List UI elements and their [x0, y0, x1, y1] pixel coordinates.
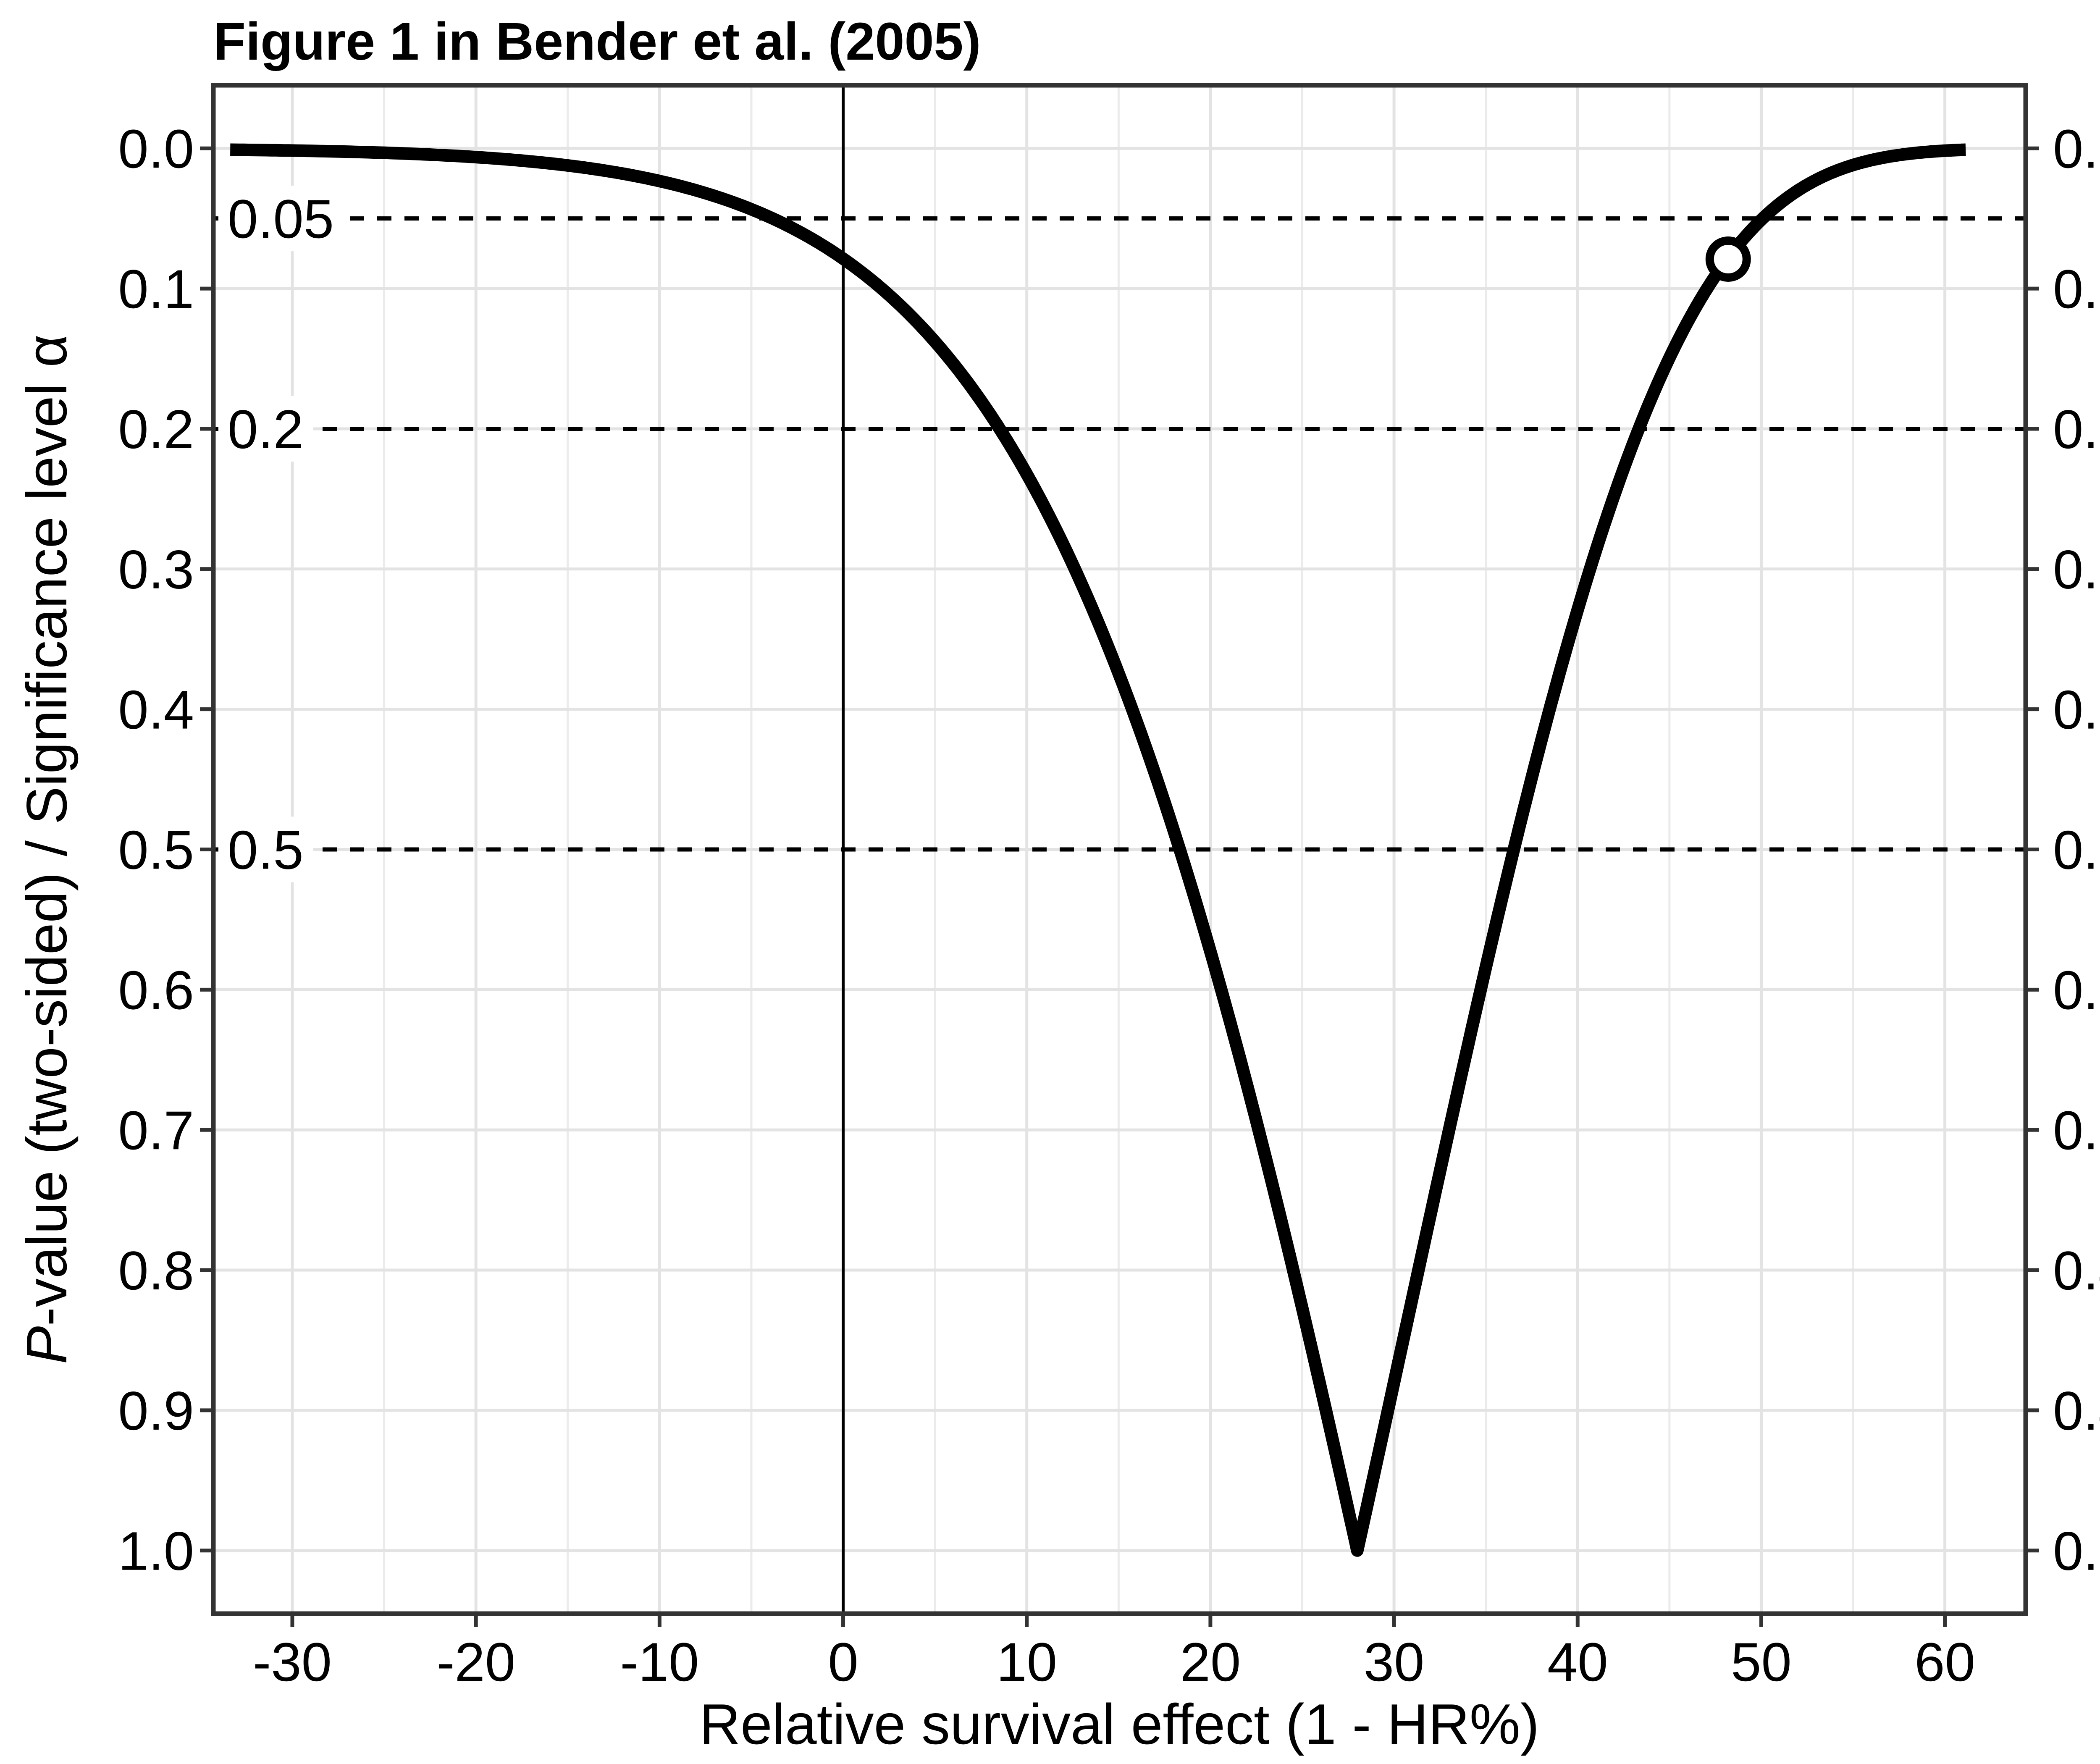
plot-panel: 0.05 0.2 0.5 -30 -20 -10 0 10 20 30 40 50 60 0.0 0.00 0…: [118, 83, 2100, 1693]
y-right-tick-label: 0.05: [2053, 258, 2100, 320]
y-right-tick-label: 0.45: [2053, 1380, 2100, 1441]
x-tick-label: 30: [1364, 1631, 1425, 1693]
significance-label-box: [218, 396, 313, 462]
x-tick-label: -30: [253, 1631, 332, 1693]
x-tick-label: 0: [828, 1631, 858, 1693]
x-tick-label: 10: [996, 1631, 1057, 1693]
y-left-tick-label: 0.4: [118, 679, 194, 740]
y-right-tick-label: 0.00: [2053, 118, 2100, 179]
significance-label-box: [218, 816, 313, 882]
significance-label-0.2: 0.2: [228, 399, 304, 460]
x-tick-label: -20: [436, 1631, 515, 1693]
y-left-tick-label: 0.7: [118, 1100, 194, 1161]
y-left-tick-label: 0.3: [118, 539, 194, 600]
counternull-marker: [1705, 236, 1751, 282]
y-left-title-italic: P: [15, 1326, 79, 1364]
y-right-tick-label: 0.25: [2053, 819, 2100, 881]
y-left-tick-label: 0.0: [118, 118, 194, 179]
y-right-tick-label: 0.20: [2053, 679, 2100, 740]
y-right-tick-label: 0.40: [2053, 1240, 2100, 1301]
panel-border: [211, 83, 2028, 1616]
x-tick-label: -10: [620, 1631, 699, 1693]
significance-label-box: [218, 186, 344, 252]
y-right-tick-label: 0.35: [2053, 1100, 2100, 1161]
plot-title: Figure 1 in Bender et al. (2005): [213, 12, 981, 71]
y-left-tick-label: 0.8: [118, 1240, 194, 1301]
y-left-tick-label: 0.6: [118, 959, 194, 1021]
y-left-tick-label: 0.5: [118, 819, 194, 881]
y-right-tick-label: 0.50: [2053, 1520, 2100, 1582]
x-axis-title: Relative survival effect (1 - HR%): [699, 1692, 1539, 1756]
y-right-tick-label: 0.30: [2053, 959, 2100, 1021]
x-tick-label: 40: [1547, 1631, 1608, 1693]
significance-label-0.5: 0.5: [228, 819, 304, 881]
y-right-tick-label: 0.15: [2053, 539, 2100, 600]
y-left-title-rest: -value (two-sided) / Significance level …: [15, 334, 79, 1326]
x-tick-label: 60: [1914, 1631, 1975, 1693]
x-tick-label: 50: [1731, 1631, 1792, 1693]
y-left-tick-label: 0.1: [118, 258, 194, 320]
y-left-tick-label: 1.0: [118, 1520, 194, 1582]
y-axis-left-title: P-value (two-sided) / Significance level…: [15, 334, 79, 1364]
y-right-tick-label: 0.10: [2053, 399, 2100, 460]
y-left-tick-label: 0.9: [118, 1380, 194, 1441]
y-left-tick-label: 0.2: [118, 399, 194, 460]
significance-label-0.05: 0.05: [228, 188, 334, 249]
pvalue-curve: [228, 143, 1971, 1557]
x-tick-label: 20: [1180, 1631, 1241, 1693]
